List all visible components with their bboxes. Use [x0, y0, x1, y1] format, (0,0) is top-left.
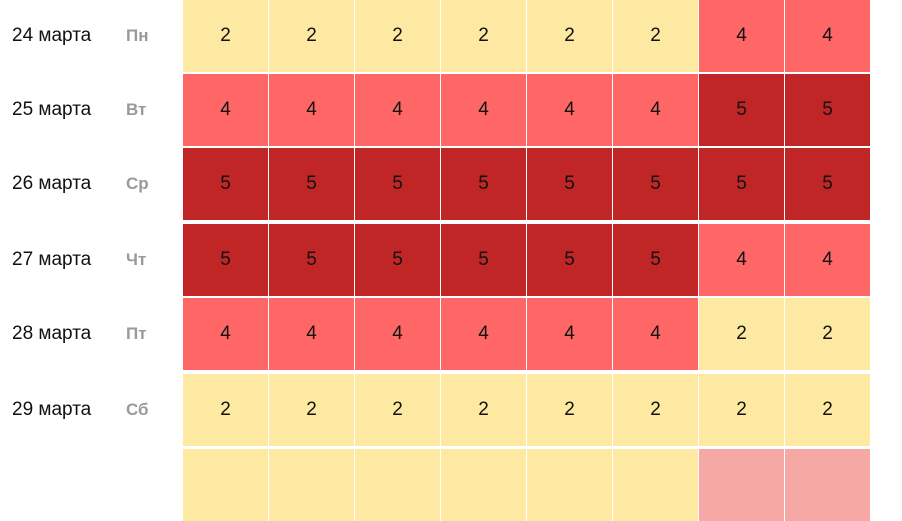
date-label: 29 марта	[12, 399, 92, 420]
forecast-cell: 4	[269, 74, 354, 146]
forecast-cell: 2	[527, 374, 612, 446]
table-row: 28 марта Пт 4 4 4 4 4 4 2 2	[0, 298, 902, 370]
forecast-cell: 5	[355, 224, 440, 296]
forecast-cell: 2	[269, 374, 354, 446]
forecast-cell: 5	[441, 224, 526, 296]
weekday-label: Пн	[126, 26, 149, 45]
forecast-cell	[355, 449, 440, 521]
forecast-cell: 4	[441, 298, 526, 370]
forecast-cell: 5	[699, 148, 784, 220]
forecast-cell: 5	[613, 148, 698, 220]
forecast-cell: 4	[355, 298, 440, 370]
table-row: 26 марта Ср 5 5 5 5 5 5 5 5	[0, 148, 902, 220]
date-label: 25 марта	[12, 99, 92, 120]
forecast-cell	[527, 449, 612, 521]
forecast-cell: 4	[785, 0, 870, 72]
forecast-cell: 5	[613, 224, 698, 296]
weekday-label: Ср	[126, 174, 149, 193]
forecast-cell: 5	[699, 74, 784, 146]
table-row: 27 марта Чт 5 5 5 5 5 5 4 4	[0, 224, 902, 296]
forecast-cell: 4	[355, 74, 440, 146]
forecast-cell: 5	[441, 148, 526, 220]
forecast-cell	[785, 449, 870, 521]
forecast-cell: 4	[785, 224, 870, 296]
weekday-label: Вт	[126, 100, 147, 119]
date-label: 26 марта	[12, 173, 92, 194]
forecast-cell	[699, 449, 784, 521]
forecast-cell: 2	[355, 374, 440, 446]
forecast-cell: 2	[527, 0, 612, 72]
forecast-cell: 4	[269, 298, 354, 370]
forecast-cell: 5	[269, 148, 354, 220]
date-label: 28 марта	[12, 323, 92, 344]
forecast-cell: 4	[441, 74, 526, 146]
forecast-cell	[269, 449, 354, 521]
forecast-cell: 2	[699, 374, 784, 446]
forecast-cell: 4	[613, 298, 698, 370]
table-row: 25 марта Вт 4 4 4 4 4 4 5 5	[0, 74, 902, 146]
forecast-cell: 2	[183, 0, 268, 72]
forecast-cell: 4	[183, 298, 268, 370]
forecast-cell: 5	[183, 148, 268, 220]
date-label: 27 марта	[12, 249, 92, 270]
weekday-label: Чт	[126, 250, 147, 269]
forecast-cell: 2	[785, 298, 870, 370]
forecast-cell: 2	[269, 0, 354, 72]
forecast-cell: 5	[527, 224, 612, 296]
forecast-cell: 5	[355, 148, 440, 220]
forecast-cell	[613, 449, 698, 521]
forecast-cell: 2	[613, 0, 698, 72]
forecast-cell: 2	[785, 374, 870, 446]
forecast-cell	[183, 449, 268, 521]
forecast-cell: 4	[699, 0, 784, 72]
forecast-cell: 5	[785, 148, 870, 220]
forecast-cell: 5	[183, 224, 268, 296]
forecast-cell: 2	[355, 0, 440, 72]
forecast-cell: 2	[613, 374, 698, 446]
forecast-cell: 2	[183, 374, 268, 446]
table-row: 24 марта Пн 2 2 2 2 2 2 4 4	[0, 0, 902, 72]
forecast-cell	[441, 449, 526, 521]
forecast-cell: 2	[699, 298, 784, 370]
forecast-cell: 2	[441, 0, 526, 72]
forecast-cell: 4	[613, 74, 698, 146]
forecast-cell: 4	[527, 298, 612, 370]
forecast-cell: 5	[527, 148, 612, 220]
forecast-cell: 2	[441, 374, 526, 446]
weekday-label: Пт	[126, 324, 147, 343]
forecast-cell: 4	[183, 74, 268, 146]
forecast-cell: 5	[269, 224, 354, 296]
table-row-partial	[0, 449, 902, 521]
forecast-cell: 5	[785, 74, 870, 146]
forecast-cell: 4	[527, 74, 612, 146]
weekday-label: Сб	[126, 400, 149, 419]
forecast-cell: 4	[699, 224, 784, 296]
date-label: 24 марта	[12, 25, 92, 46]
table-row: 29 марта Сб 2 2 2 2 2 2 2 2	[0, 374, 902, 446]
